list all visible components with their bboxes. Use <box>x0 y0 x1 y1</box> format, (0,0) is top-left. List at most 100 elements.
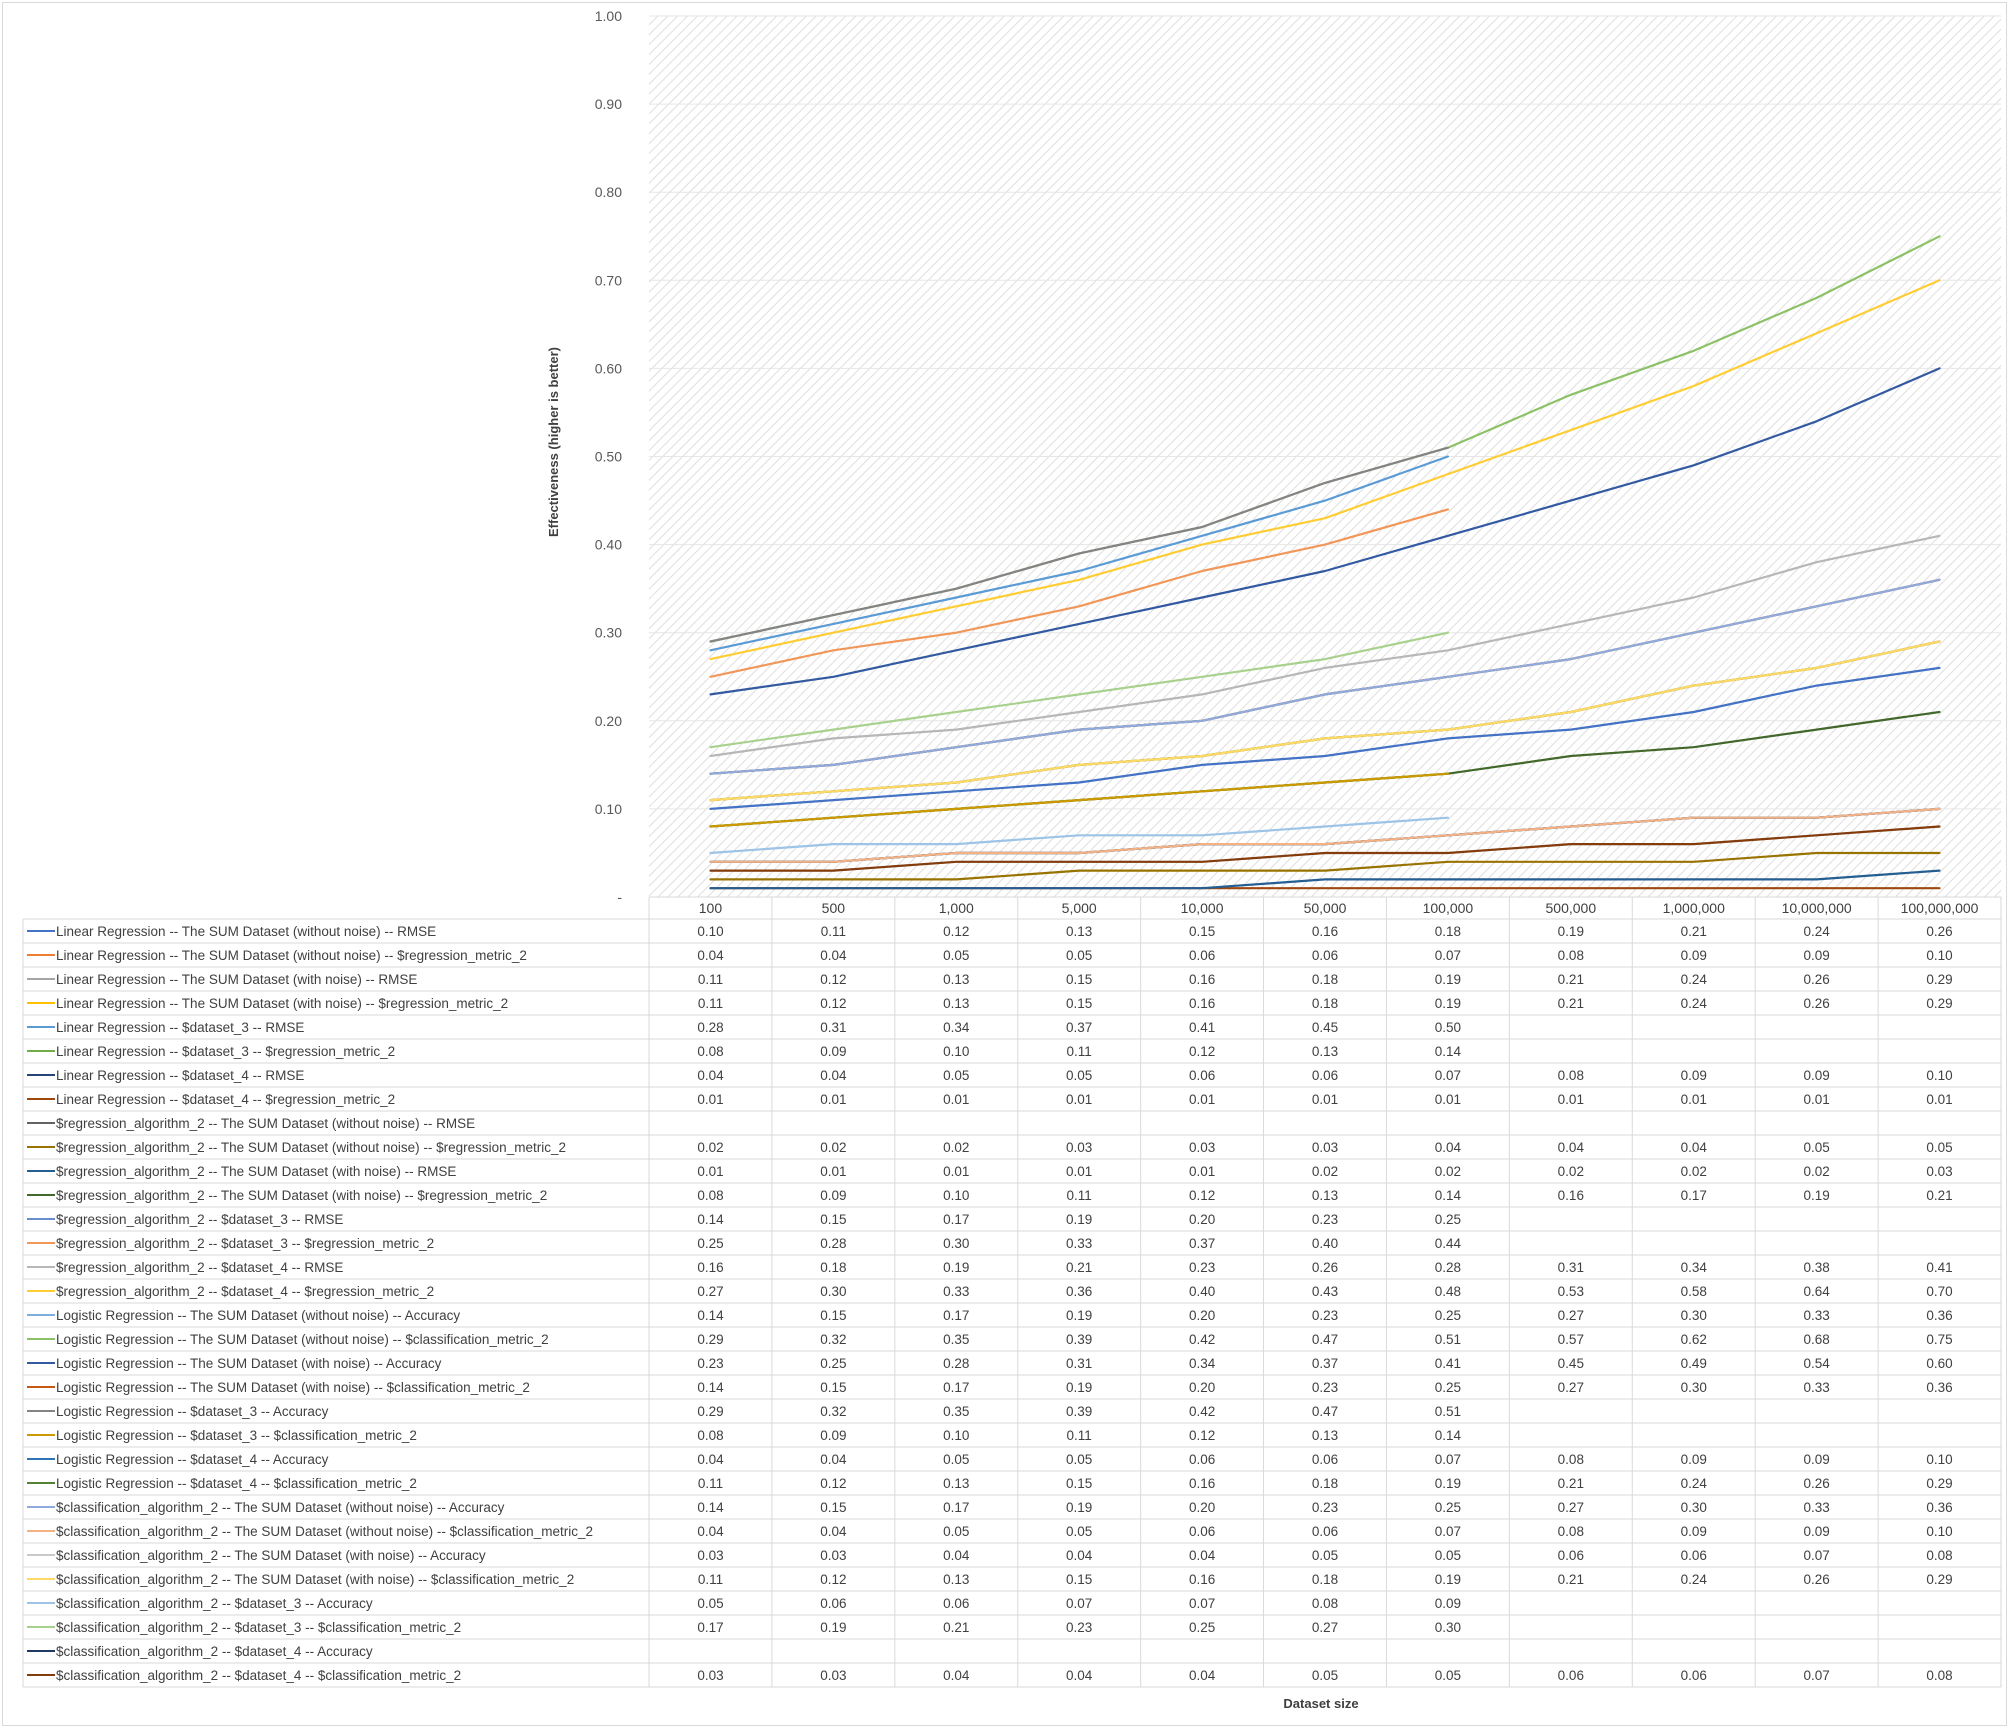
series-name-label: Linear Regression -- $dataset_3 -- $regr… <box>56 1044 395 1059</box>
data-table: 100 500 1,000 5,000 10,000 50,000 100,000 500,0… <box>22 896 2002 1688</box>
data-cell: 0.21 <box>1558 1476 1584 1491</box>
data-cell: 0.26 <box>1803 996 1829 1011</box>
data-cell: 0.06 <box>1189 1524 1215 1539</box>
data-cell: 0.04 <box>943 1548 970 1563</box>
series-name-label: $classification_algorithm_2 -- The SUM D… <box>56 1500 505 1515</box>
series-name-label: $classification_algorithm_2 -- $dataset_… <box>56 1596 373 1611</box>
series-name-label: Logistic Regression -- $dataset_3 -- Acc… <box>56 1404 329 1419</box>
data-cell: 0.23 <box>1312 1500 1338 1515</box>
data-cell: 0.45 <box>1558 1356 1584 1371</box>
series-name-label: $regression_algorithm_2 -- $dataset_4 --… <box>56 1260 343 1275</box>
data-cell: 0.12 <box>820 972 846 987</box>
y-tick-label: 0.80 <box>595 184 622 200</box>
data-cell: 0.35 <box>943 1404 969 1419</box>
data-cell: 0.24 <box>1803 924 1830 939</box>
data-cell: 0.19 <box>1558 924 1584 939</box>
data-cell: 0.06 <box>1312 1452 1338 1467</box>
y-axis-title: Effectiveness (higher is better) <box>546 347 561 537</box>
series-line <box>709 578 1941 775</box>
data-cell: 0.11 <box>698 972 723 987</box>
data-cell: 0.08 <box>697 1428 723 1443</box>
gridlines <box>649 15 2001 810</box>
data-cell: 0.29 <box>697 1332 723 1347</box>
series-line <box>709 666 1941 811</box>
data-cell: 0.31 <box>1558 1260 1584 1275</box>
x-axis-title: Dataset size <box>1283 1696 1358 1711</box>
data-cell: 0.19 <box>820 1620 846 1635</box>
data-cell: 0.07 <box>1803 1548 1829 1563</box>
series-line <box>709 825 1941 872</box>
data-cell: 0.25 <box>1435 1212 1461 1227</box>
data-cell: 0.02 <box>697 1140 723 1155</box>
data-cell: 0.14 <box>697 1500 724 1515</box>
data-cell: 0.51 <box>1435 1332 1461 1347</box>
data-cell: 0.15 <box>1066 1572 1092 1587</box>
data-cell: 0.16 <box>1558 1188 1584 1203</box>
data-cell: 0.37 <box>1189 1236 1215 1251</box>
series-name-label: $regression_algorithm_2 -- The SUM Datas… <box>56 1164 456 1179</box>
data-cell: 0.57 <box>1558 1332 1584 1347</box>
data-cell: 0.23 <box>1312 1380 1338 1395</box>
data-cell: 0.15 <box>820 1212 846 1227</box>
data-cell: 0.09 <box>1681 1068 1707 1083</box>
series-name-label: $regression_algorithm_2 -- $dataset_3 --… <box>56 1212 343 1227</box>
data-cell: 0.30 <box>1681 1380 1707 1395</box>
data-cell: 0.38 <box>1803 1260 1829 1275</box>
series-lines <box>709 235 1941 890</box>
data-cell: 0.21 <box>943 1620 969 1635</box>
data-cell: 0.04 <box>820 1524 847 1539</box>
data-cell: 0.08 <box>1926 1548 1952 1563</box>
series-line <box>709 640 1941 802</box>
data-cell: 0.06 <box>1558 1668 1584 1683</box>
data-cell: 0.64 <box>1803 1284 1830 1299</box>
data-cell: 0.05 <box>1803 1140 1829 1155</box>
series-name-label: $classification_algorithm_2 -- The SUM D… <box>56 1572 574 1587</box>
data-cell: 0.16 <box>1312 924 1338 939</box>
data-cell: 0.03 <box>1189 1140 1215 1155</box>
data-cell: 0.06 <box>1681 1548 1707 1563</box>
data-cell: 0.42 <box>1189 1332 1215 1347</box>
data-cell: 0.23 <box>1066 1620 1092 1635</box>
data-cell: 0.32 <box>820 1332 846 1347</box>
data-cell: 0.30 <box>1435 1620 1461 1635</box>
data-cell: 0.36 <box>1926 1308 1952 1323</box>
data-cell: 0.04 <box>1066 1548 1093 1563</box>
data-cell: 0.20 <box>1189 1212 1215 1227</box>
data-cell: 0.08 <box>1926 1668 1952 1683</box>
data-cell: 0.09 <box>1435 1596 1461 1611</box>
data-cell: 0.35 <box>943 1332 969 1347</box>
data-cell: 0.33 <box>1803 1380 1829 1395</box>
data-cell: 0.19 <box>1066 1212 1092 1227</box>
data-cell: 0.01 <box>1066 1164 1092 1179</box>
data-cell: 0.28 <box>1435 1260 1461 1275</box>
data-cell: 0.18 <box>1435 924 1461 939</box>
data-cell: 0.06 <box>1312 1068 1338 1083</box>
y-axis-ticks: 1.00 0.90 0.80 0.70 0.60 0.50 0.40 0.30 0.20 0.10… <box>595 8 623 905</box>
data-cell: 0.04 <box>943 1668 970 1683</box>
series-line <box>709 534 1941 758</box>
series-name-label: $regression_algorithm_2 -- The SUM Datas… <box>56 1140 566 1155</box>
data-cell: 0.04 <box>820 1452 847 1467</box>
data-cell: 0.33 <box>1803 1500 1829 1515</box>
data-cell: 0.07 <box>1189 1596 1215 1611</box>
data-cell: 0.03 <box>1926 1164 1952 1179</box>
data-cell: 0.04 <box>820 948 847 963</box>
data-cell: 0.42 <box>1189 1404 1215 1419</box>
data-cell: 0.10 <box>697 924 723 939</box>
data-cell: 0.25 <box>1435 1380 1461 1395</box>
data-cell: 0.19 <box>1435 996 1461 1011</box>
data-cell: 0.21 <box>1558 1572 1584 1587</box>
series-line <box>709 631 1450 749</box>
data-cell: 0.01 <box>943 1092 969 1107</box>
data-cell: 0.29 <box>697 1404 723 1419</box>
y-tick-label: 1.00 <box>595 8 622 24</box>
series-name-label: Linear Regression -- $dataset_4 -- $regr… <box>56 1092 395 1107</box>
data-cell: 0.05 <box>697 1596 723 1611</box>
x-category-label: 50,000 <box>1304 900 1347 916</box>
data-cell: 0.21 <box>1558 972 1584 987</box>
data-cell: 0.06 <box>1189 948 1215 963</box>
data-cell: 0.17 <box>943 1212 969 1227</box>
data-cell: 0.08 <box>1558 1068 1584 1083</box>
data-cell: 0.06 <box>1312 1524 1338 1539</box>
series-name-label: $classification_algorithm_2 -- $dataset_… <box>56 1644 373 1659</box>
